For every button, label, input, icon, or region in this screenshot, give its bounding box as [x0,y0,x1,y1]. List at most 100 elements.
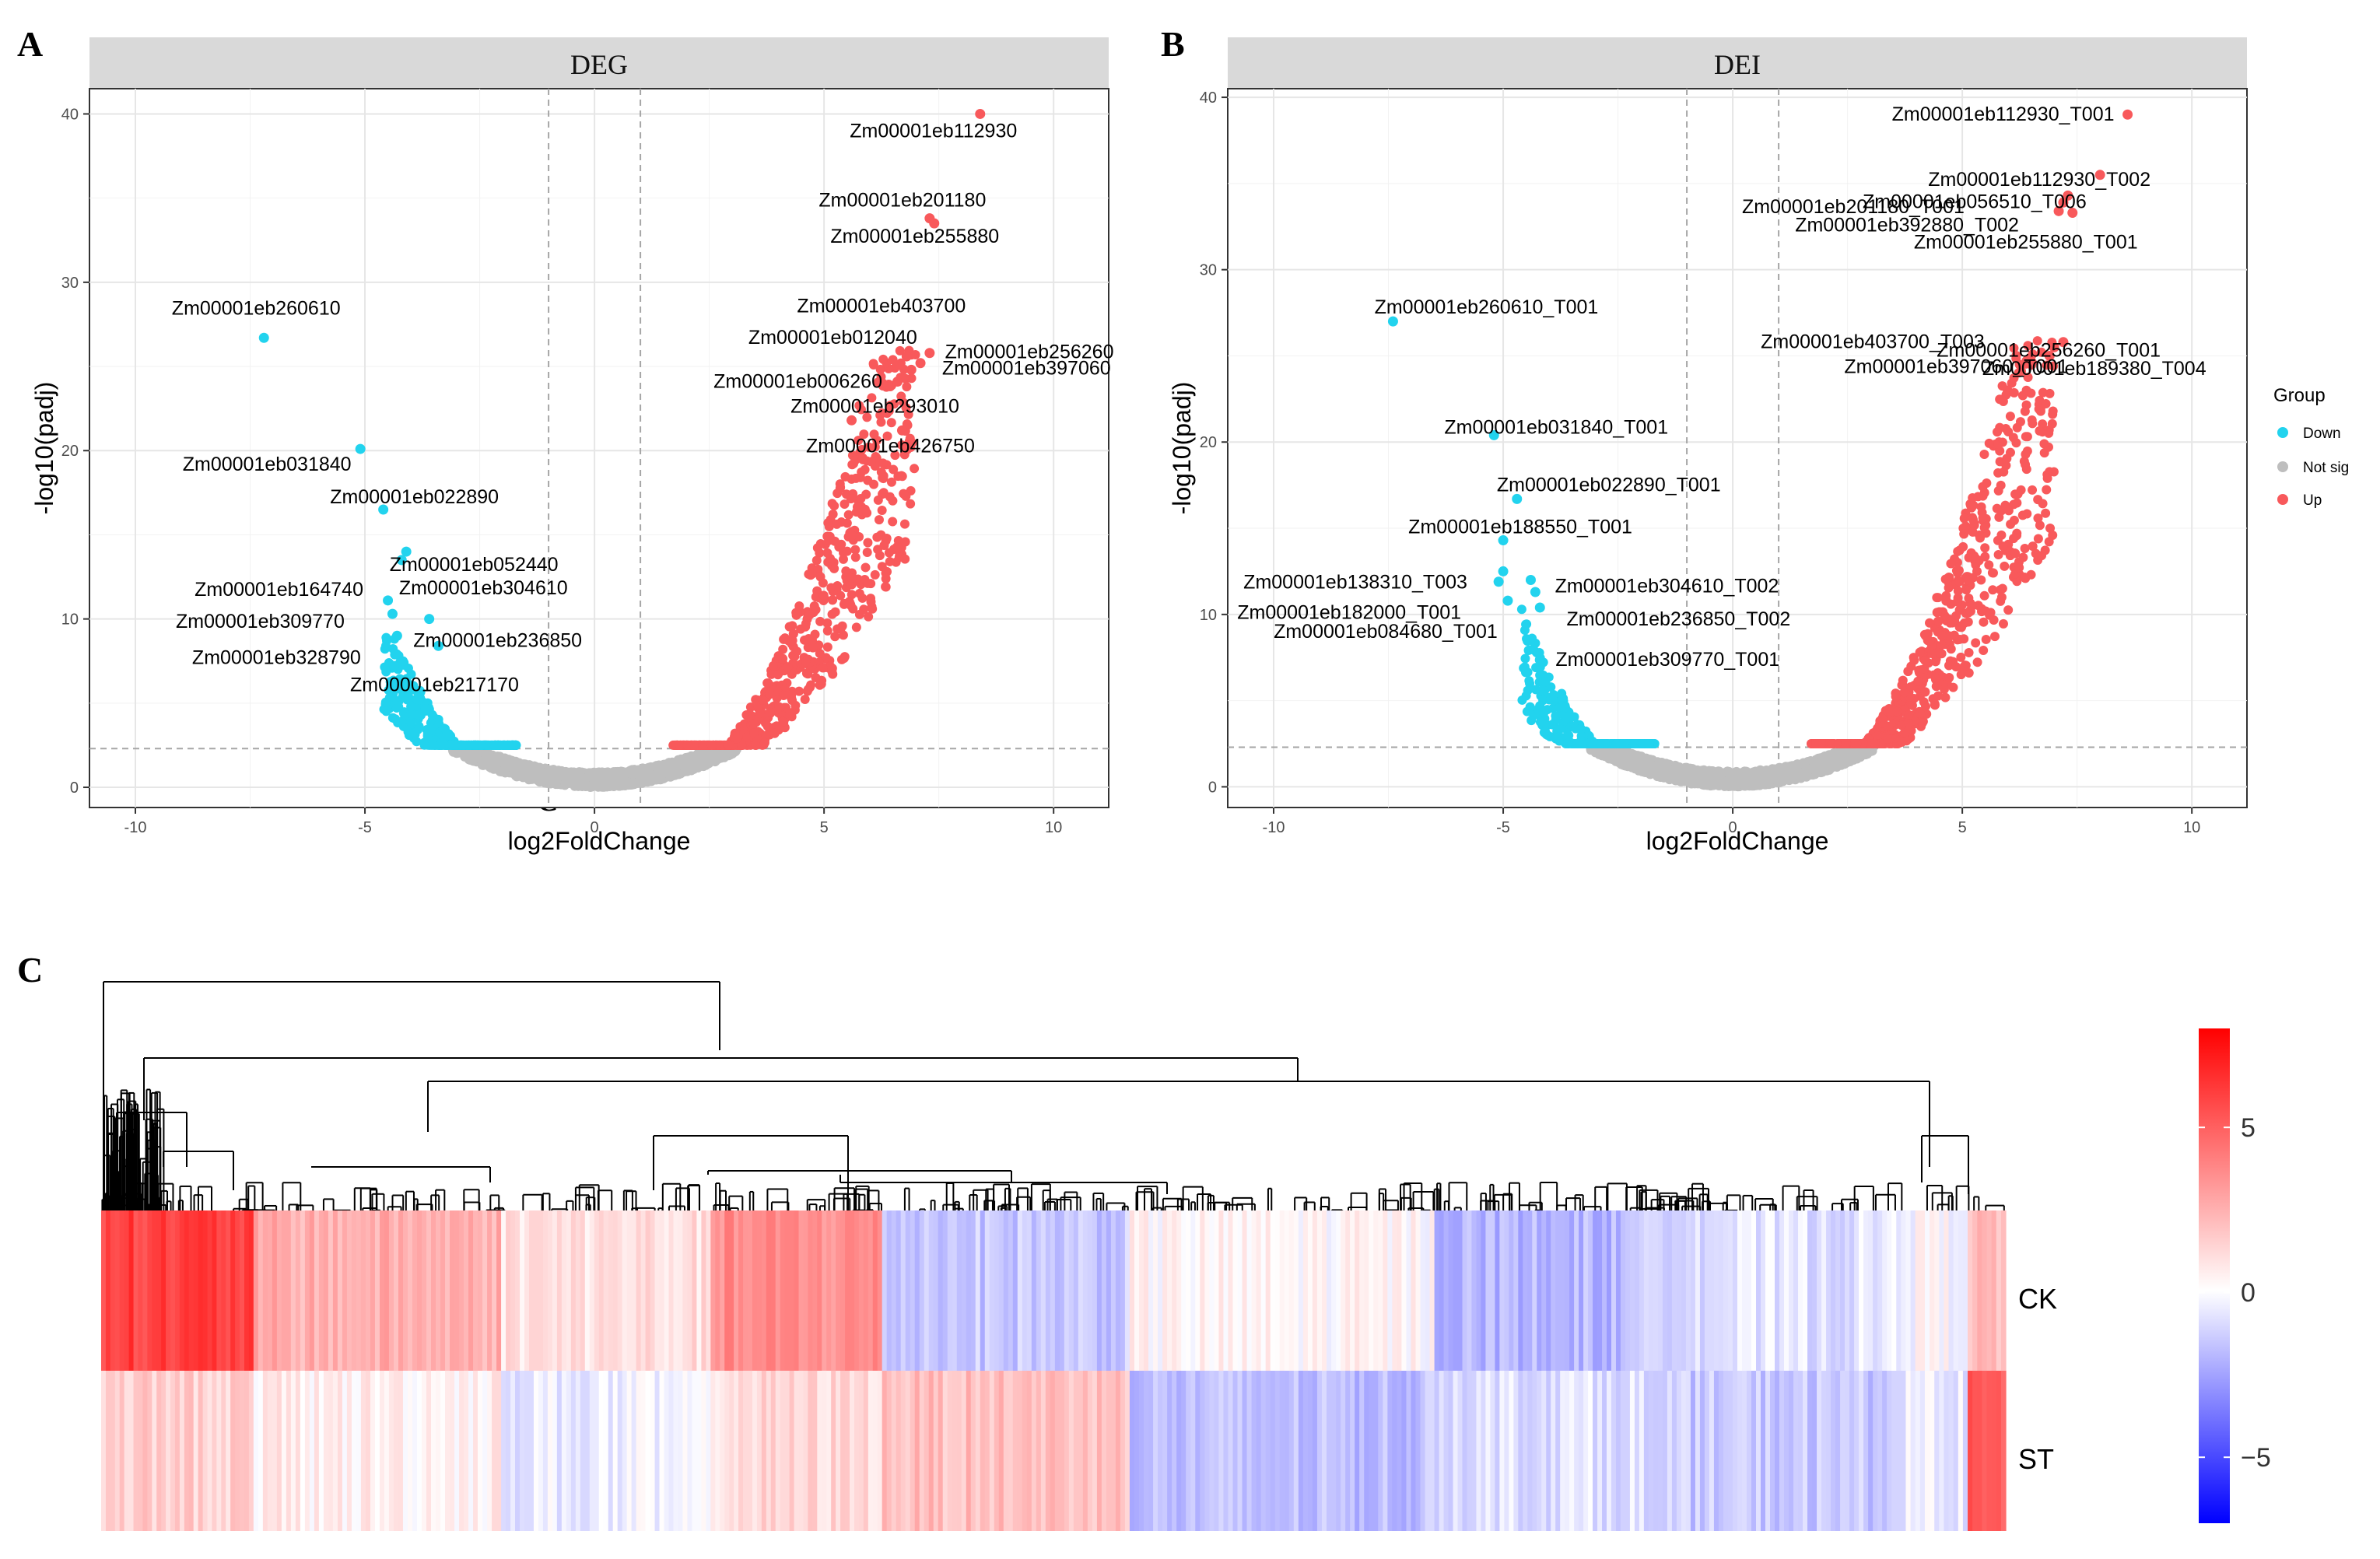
point-up [682,740,692,750]
point-up [779,690,789,700]
labeled-point [391,630,402,641]
point-not-sig [1618,752,1628,762]
gene-label: Zm00001eb426750 [806,435,975,457]
point-up [884,548,894,558]
point-up [888,517,898,527]
y-tick-label: 20 [61,443,79,460]
point-up [779,634,789,644]
point-up [862,548,872,558]
point-not-sig [1817,756,1828,766]
x-axis-title-deg: log2FoldChange [508,827,691,855]
panel-label-c: C [17,950,43,990]
point-down [380,697,391,707]
point-down [511,740,521,750]
gene-label: Zm00001eb304610 [399,577,568,599]
labeled-point [258,332,269,343]
facet-title-dei: DEI [1714,49,1761,80]
point-up [843,510,854,520]
point-up [878,354,889,364]
labeled-point [915,358,926,369]
point-up [881,582,891,592]
point-up [854,401,864,411]
point-up [811,672,821,682]
x-tick-label: 5 [820,819,829,836]
point-not-sig [528,771,538,781]
gene-label: Zm00001eb255880 [830,226,999,247]
gene-label: Zm00001eb403700 [797,296,966,317]
point-up [875,364,885,374]
point-up [822,625,832,636]
point-up [863,578,873,588]
point-up [811,555,822,566]
point-up [773,670,783,680]
point-up [872,532,882,542]
point-not-sig [1847,750,1857,760]
point-not-sig [467,751,477,762]
point-up [839,499,850,509]
point-down [440,740,450,750]
point-up [878,458,888,468]
point-up [749,728,759,738]
point-up [896,471,906,481]
point-up [889,464,899,475]
labeled-point [924,348,935,359]
point-up [787,621,797,631]
point-up [818,663,828,673]
point-up [807,569,817,579]
point-not-sig [485,762,495,772]
x-tick-label: -5 [358,819,372,836]
point-up [815,649,825,659]
point-up [895,345,905,356]
labeled-point [901,351,912,362]
point-up [889,399,899,409]
point-not-sig [682,766,692,776]
point-up [825,531,835,541]
point-up [787,636,797,646]
point-up [1964,647,1974,657]
point-up [899,489,909,499]
point-up [832,519,842,529]
point-up [809,601,819,611]
gene-label: Zm00001eb260610 [172,297,341,319]
point-up [815,538,825,548]
point-not-sig [587,772,597,782]
gene-label: Zm00001eb309770 [176,611,345,632]
point-up [900,537,910,547]
y-tick-label: 40 [61,106,79,123]
point-up [766,669,776,679]
point-not-sig [1705,780,1715,790]
point-not-sig [651,761,661,771]
point-up [768,660,778,671]
point-up [902,382,912,392]
point-up [906,499,916,509]
point-not-sig [560,778,570,788]
point-up [838,554,848,564]
point-up [757,695,767,705]
point-up [2005,412,2015,422]
gene-label: Zm00001eb031840 [183,454,352,475]
point-up [815,572,825,582]
point-up [794,686,804,696]
point-up [882,533,892,543]
point-up [863,538,873,548]
point-up [886,418,896,428]
point-not-sig [720,750,731,760]
gene-label: Zm00001eb328790 [192,646,361,668]
gene-label: Zm00001eb022890 [330,486,499,508]
point-up [868,359,878,370]
point-not-sig [645,769,655,780]
point-up [1971,638,1981,648]
point-up [861,489,871,499]
point-not-sig [1715,778,1725,788]
point-up [783,662,793,672]
point-up [877,506,887,516]
point-up [751,740,761,750]
point-up [829,563,839,573]
point-not-sig [693,758,703,769]
point-up [818,590,829,601]
point-up [846,590,857,600]
point-not-sig [611,780,621,790]
point-up [850,545,861,555]
point-up [876,467,886,477]
